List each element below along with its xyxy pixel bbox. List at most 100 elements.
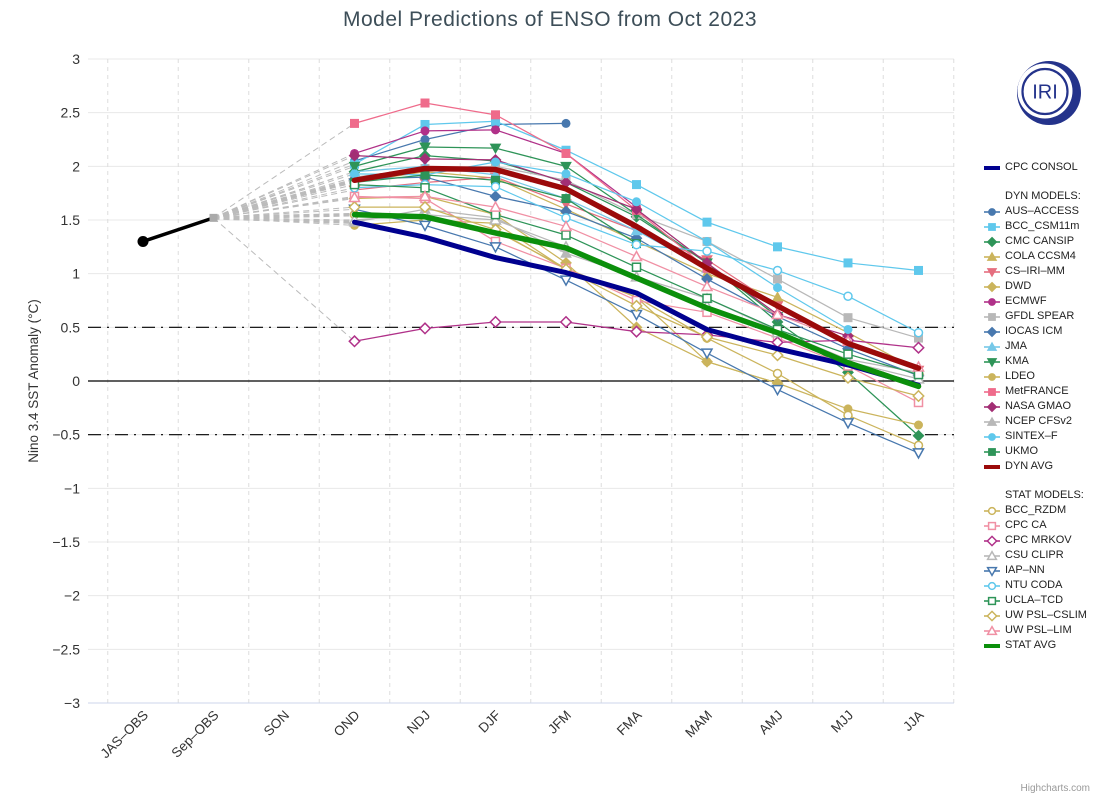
legend-item-ncep-cfsv2[interactable]: NCEP CFSv2 xyxy=(983,414,1098,429)
legend-item-dyn-avg[interactable]: DYN AVG xyxy=(983,459,1098,474)
legend-item-iap-nn[interactable]: IAP–NN xyxy=(983,563,1098,578)
series-cpc-mrkov xyxy=(348,315,925,354)
series-cpc-consol xyxy=(352,219,921,388)
legend-item-csu-clipr[interactable]: CSU CLIPR xyxy=(983,548,1098,563)
legend-item-ldeo[interactable]: LDEO xyxy=(983,369,1098,384)
svg-text:0: 0 xyxy=(72,373,80,389)
svg-text:−1.5: −1.5 xyxy=(52,534,80,550)
svg-text:MAM: MAM xyxy=(682,708,715,741)
legend-item-ukmo[interactable]: UKMO xyxy=(983,444,1098,459)
svg-text:JFM: JFM xyxy=(545,708,574,737)
legend-label: IAP–NN xyxy=(1005,564,1045,576)
legend-item-bcc-rzdm[interactable]: BCC_RZDM xyxy=(983,503,1098,518)
legend-label: CPC CA xyxy=(1005,519,1047,531)
highcharts-credit-link[interactable]: Highcharts.com xyxy=(1020,783,1090,794)
legend-item-nasa-gmao[interactable]: NASA GMAO xyxy=(983,399,1098,414)
chart-title: Model Predictions of ENSO from Oct 2023 xyxy=(343,8,757,31)
legend-marker-gfdl-spear xyxy=(984,312,1000,321)
iri-logo-rings xyxy=(1017,61,1081,125)
svg-text:−1: −1 xyxy=(64,480,80,496)
legend-marker-uw-psl-lim xyxy=(984,624,1000,635)
legend-label: UW PSL–LIM xyxy=(1005,624,1072,636)
legend-label: LDEO xyxy=(1005,370,1035,382)
series-stat-avg xyxy=(351,211,922,390)
legend-item-cola-ccsm4[interactable]: COLA CCSM4 xyxy=(983,249,1098,264)
legend-label: DWD xyxy=(1005,280,1032,292)
legend-item-metfrance[interactable]: MetFRANCE xyxy=(983,384,1098,399)
legend-label: CPC CONSOL xyxy=(1005,161,1078,173)
legend-marker-uw-psl-cslim xyxy=(984,609,1000,622)
legend-label: CMC CANSIP xyxy=(1005,235,1075,247)
svg-text:2: 2 xyxy=(72,158,80,174)
y-axis-labels: 3 2.5 2 1.5 1 0.5 0 −0.5 −1 −1.5 −2 −2.5 −3 xyxy=(52,51,80,711)
legend-label: SINTEX–F xyxy=(1005,430,1058,442)
legend-marker-sintex-f xyxy=(984,432,1000,441)
legend-item-iocas-icm[interactable]: IOCAS ICM xyxy=(983,324,1098,339)
svg-text:3: 3 xyxy=(72,51,80,67)
legend: CPC CONSOL DYN MODELS: AUS–ACCESS BCC_CSM11… xyxy=(983,160,1098,653)
svg-text:1.5: 1.5 xyxy=(61,212,81,228)
legend-label: UCLA–TCD xyxy=(1005,594,1064,606)
series-uw-psl-cslim xyxy=(348,200,925,403)
legend-item-cpc-consol[interactable]: CPC CONSOL xyxy=(983,160,1098,175)
legend-label: IOCAS ICM xyxy=(1005,325,1063,337)
x-axis-labels: JAS–OBS Sep–OBS SON OND NDJ DJF JFM FMA MAM AMJ MJ… xyxy=(98,707,927,761)
legend-item-uw-psl-cslim[interactable]: UW PSL–CSLIM xyxy=(983,608,1098,623)
svg-text:1: 1 xyxy=(72,266,80,282)
legend-marker-bcc-csm11m xyxy=(984,222,1000,231)
legend-label: AUS–ACCESS xyxy=(1005,205,1079,217)
legend-item-ntu-coda[interactable]: NTU CODA xyxy=(983,578,1098,593)
svg-text:−3: −3 xyxy=(64,695,80,711)
svg-text:JJA: JJA xyxy=(900,708,927,735)
grid xyxy=(88,58,955,704)
legend-section-header-dyn-models: DYN MODELS: xyxy=(1005,190,1081,202)
legend-label: CS–IRI–MM xyxy=(1005,265,1065,277)
legend-marker-ldeo xyxy=(984,372,1000,381)
svg-text:NDJ: NDJ xyxy=(404,708,433,737)
series-dyn-avg xyxy=(351,165,922,371)
svg-text:SON: SON xyxy=(261,708,292,739)
svg-text:−2: −2 xyxy=(64,588,80,604)
legend-marker-ucla-tcd xyxy=(984,596,1000,605)
legend-item-ecmwf[interactable]: ECMWF xyxy=(983,294,1098,309)
svg-text:DJF: DJF xyxy=(476,708,504,736)
svg-text:2.5: 2.5 xyxy=(61,105,81,121)
legend-marker-iocas-icm xyxy=(984,326,1000,337)
legend-item-aus-access[interactable]: AUS–ACCESS xyxy=(983,204,1098,219)
legend-item-bcc-csm11m[interactable]: BCC_CSM11m xyxy=(983,219,1098,234)
legend-item-gfdl-spear[interactable]: GFDL SPEAR xyxy=(983,309,1098,324)
svg-text:MJJ: MJJ xyxy=(828,708,856,736)
legend-item-dwd[interactable]: DWD xyxy=(983,279,1098,294)
legend-item-uw-psl-lim[interactable]: UW PSL–LIM xyxy=(983,623,1098,638)
legend-item-cmc-cansip[interactable]: CMC CANSIP xyxy=(983,234,1098,249)
legend-item-jma[interactable]: JMA xyxy=(983,339,1098,354)
legend-marker-cpc-consol xyxy=(984,165,1000,170)
legend-marker-cs-iri-mm xyxy=(984,267,1000,277)
legend-label: GFDL SPEAR xyxy=(1005,310,1075,322)
legend-marker-nasa-gmao xyxy=(984,401,1000,412)
iri-logo: IRI xyxy=(1017,61,1081,125)
series-ucla-tcd xyxy=(349,179,924,380)
legend-item-sintex-f[interactable]: SINTEX–F xyxy=(983,429,1098,444)
legend-marker-kma xyxy=(984,357,1000,367)
legend-label: STAT AVG xyxy=(1005,639,1057,651)
legend-marker-iap-nn xyxy=(984,566,1000,577)
legend-label: ECMWF xyxy=(1005,295,1047,307)
legend-label: NCEP CFSv2 xyxy=(1005,415,1073,427)
legend-label: UKMO xyxy=(1005,445,1038,457)
legend-marker-dwd xyxy=(984,281,1000,292)
svg-text:JAS–OBS: JAS–OBS xyxy=(98,708,152,762)
legend-item-stat-avg[interactable]: STAT AVG xyxy=(983,638,1098,653)
legend-item-cpc-mrkov[interactable]: CPC MRKOV xyxy=(983,533,1098,548)
legend-item-cpc-ca[interactable]: CPC CA xyxy=(983,518,1098,533)
legend-label: KMA xyxy=(1005,355,1029,367)
legend-marker-csu-clipr xyxy=(984,549,1000,560)
legend-marker-aus-access xyxy=(984,207,1000,216)
iri-logo-text: IRI xyxy=(1032,82,1058,104)
legend-item-ucla-tcd[interactable]: UCLA–TCD xyxy=(983,593,1098,608)
series-iap-nn xyxy=(348,204,925,460)
legend-item-kma[interactable]: KMA xyxy=(983,354,1098,369)
legend-marker-ecmwf xyxy=(984,297,1000,306)
legend-item-cs-iri-mm[interactable]: CS–IRI–MM xyxy=(983,264,1098,279)
